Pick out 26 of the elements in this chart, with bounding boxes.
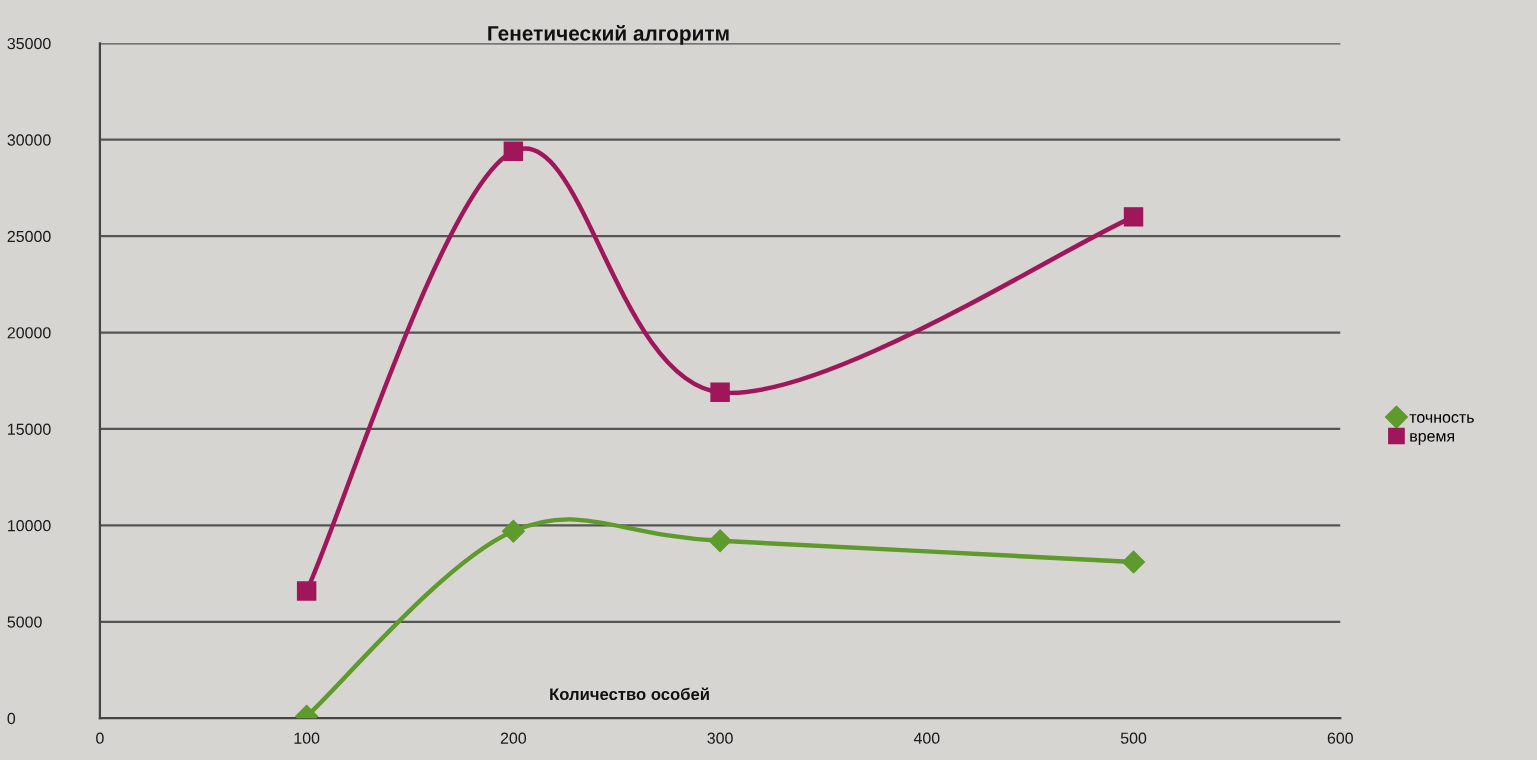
chart-title: Генетический алгоритм (488, 25, 729, 45)
x-tick-label: 200 (500, 732, 527, 744)
x-tick-label: 600 (1327, 732, 1353, 744)
x-axis-title: Количество особей (550, 687, 709, 701)
point (501, 519, 525, 543)
point (710, 382, 730, 403)
point (296, 581, 317, 601)
y-tick-label: 0 (7, 712, 16, 725)
y-tick-label: 15000 (8, 423, 51, 435)
x-tick-label: 500 (1120, 732, 1147, 744)
point (503, 141, 524, 162)
y-tick-label: 30000 (7, 134, 51, 146)
y-tick-label: 10000 (8, 520, 51, 532)
legend-label: время (1410, 432, 1455, 445)
x-tick-label: 300 (707, 732, 733, 744)
y-tick-label: 5000 (7, 616, 42, 628)
x-tick-label: 100 (294, 732, 320, 744)
y-tick-label: 25000 (7, 230, 51, 243)
legend-label: точность (1409, 414, 1474, 423)
y-tick-label: 20000 (7, 327, 51, 339)
point (708, 529, 732, 553)
x-tick-label: 0 (96, 732, 104, 744)
y-tick-label: 35000 (7, 37, 51, 50)
x-tick-label: 400 (913, 732, 940, 744)
point (1123, 207, 1144, 227)
point (1122, 550, 1146, 574)
